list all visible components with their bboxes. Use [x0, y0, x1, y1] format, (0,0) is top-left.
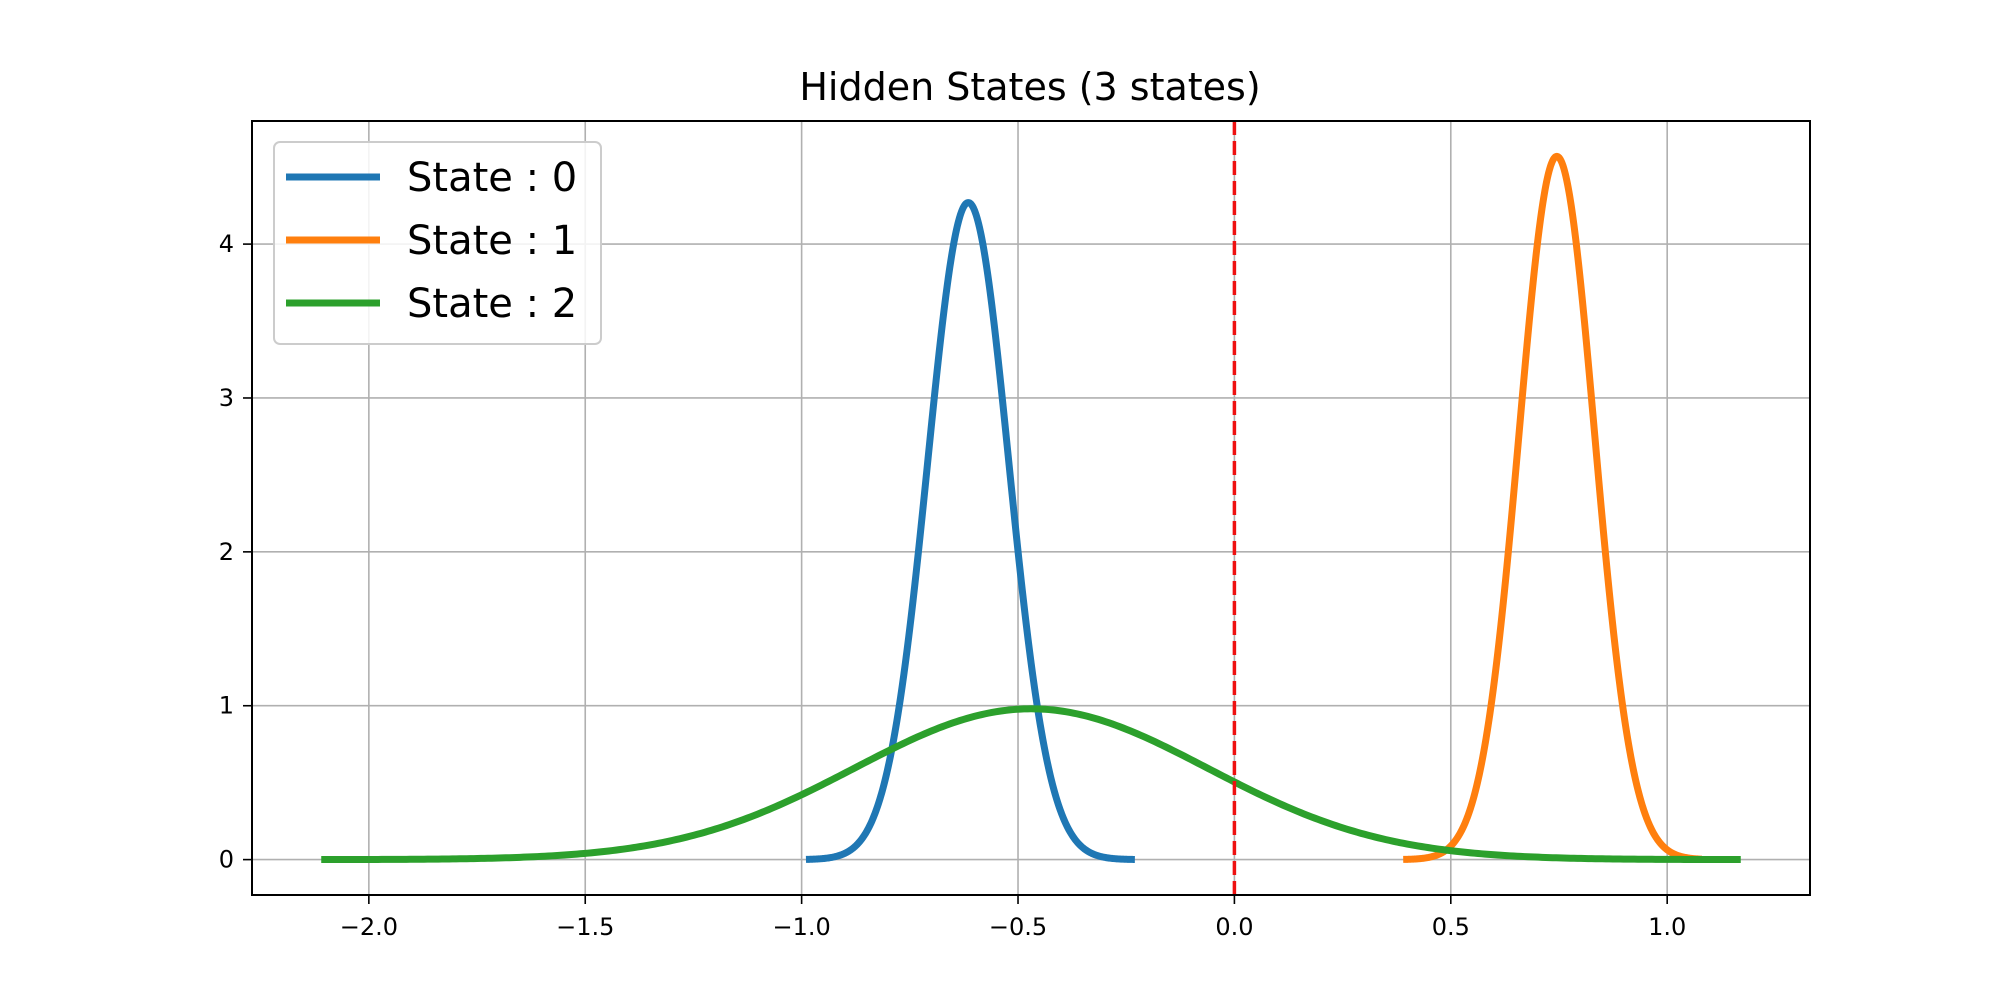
x-tick-label: −0.5 [989, 913, 1047, 941]
y-tick-label: 4 [219, 230, 234, 258]
x-tick-label: 1.0 [1648, 913, 1686, 941]
y-tick-label: 2 [219, 538, 234, 566]
x-tick-label: −2.0 [340, 913, 398, 941]
y-tick-label: 1 [219, 692, 234, 720]
x-tick-label: −1.5 [556, 913, 614, 941]
legend: State : 0 State : 1 State : 2 [273, 141, 602, 345]
legend-label-state-1: State : 1 [407, 218, 577, 264]
chart-title: Hidden States (3 states) [799, 65, 1260, 109]
x-tick-label: −1.0 [772, 913, 830, 941]
series-line-state-0 [803, 199, 1138, 863]
plot-frame [251, 120, 1811, 896]
legend-label-state-2: State : 2 [407, 281, 577, 327]
y-tick-label: 0 [219, 846, 234, 874]
y-tick-label: 3 [219, 384, 234, 412]
legend-label-state-0: State : 0 [407, 155, 577, 201]
series-line-state-2 [321, 705, 1741, 864]
axis-ticks: −2.0 −1.5 −1.0 −0.5 0.0 0.5 1.0 0 1 2 3 4 [219, 230, 1687, 941]
x-tick-label: 0.0 [1215, 913, 1253, 941]
legend-box [273, 141, 602, 345]
series-line-state-1 [1400, 152, 1705, 863]
x-tick-label: 0.5 [1432, 913, 1470, 941]
series-lines [321, 152, 1741, 864]
